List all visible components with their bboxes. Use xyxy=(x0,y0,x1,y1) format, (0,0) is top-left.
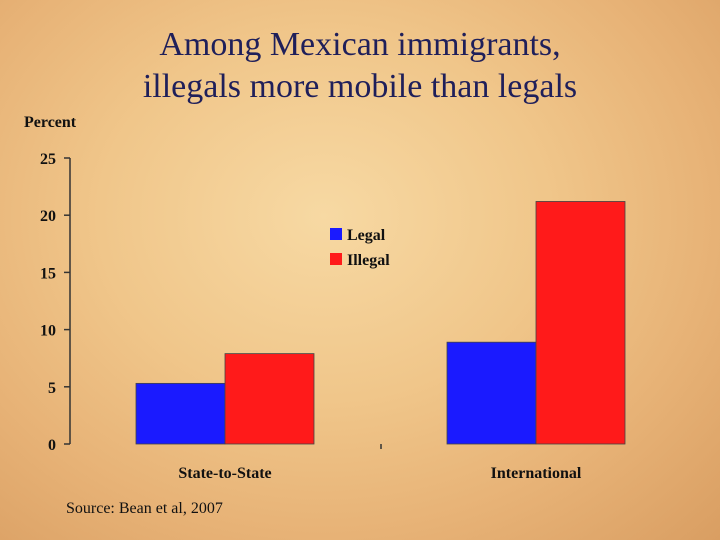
title-line-1: Among Mexican immigrants, xyxy=(159,26,561,63)
y-tick-label: 15 xyxy=(40,265,56,282)
legend-swatch xyxy=(330,228,342,240)
y-axis-label: Percent xyxy=(24,114,77,131)
x-category-label: State-to-State xyxy=(178,465,271,482)
y-tick-label: 10 xyxy=(40,323,56,340)
legend: Legal Illegal xyxy=(330,227,390,269)
bars xyxy=(135,201,626,445)
bar xyxy=(446,341,537,445)
legend-label: Legal xyxy=(347,227,386,244)
axes: 0 5 10 15 20 25 State-to-State International xyxy=(40,151,582,482)
legend-swatch xyxy=(330,253,342,265)
bar xyxy=(535,201,626,445)
legend-label: Illegal xyxy=(347,252,390,269)
y-tick-label: 25 xyxy=(40,151,56,168)
source-note: Source: Bean et al, 2007 xyxy=(66,500,223,517)
title-line-2: illegals more mobile than legals xyxy=(142,68,578,105)
y-tick-label: 0 xyxy=(48,437,56,454)
bar xyxy=(135,382,226,445)
x-category-label: International xyxy=(491,465,582,482)
y-tick-label: 20 xyxy=(40,208,56,225)
y-tick-label: 5 xyxy=(48,380,56,397)
bar xyxy=(224,353,315,445)
chart-title: Among Mexican immigrants, illegals more … xyxy=(0,24,720,108)
